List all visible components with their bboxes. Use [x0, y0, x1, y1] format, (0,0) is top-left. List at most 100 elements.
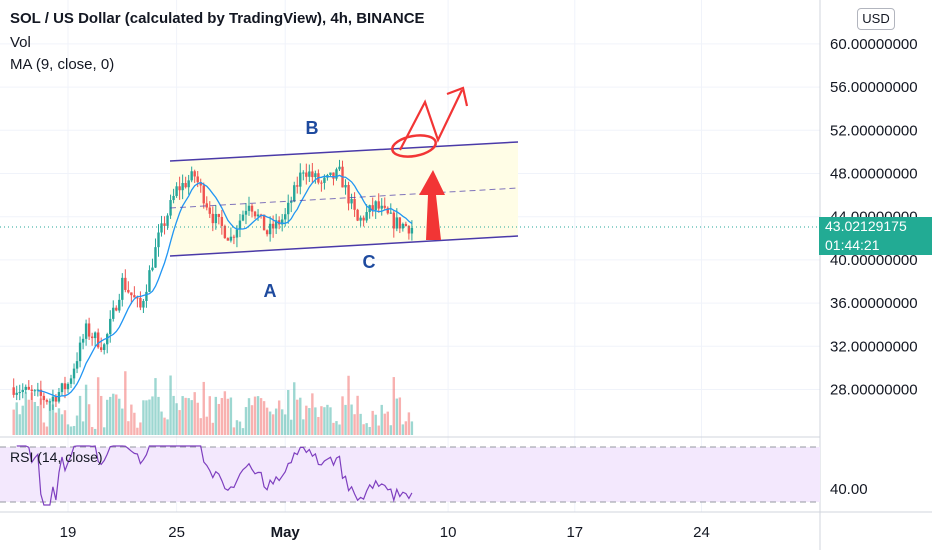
candle-body [154, 247, 157, 268]
price-tick: 56.00000000 [830, 79, 918, 96]
volume-bar [21, 405, 24, 435]
candle-body [362, 217, 365, 221]
candle-body [407, 225, 411, 234]
candle-body [157, 232, 160, 248]
volume-bar [338, 424, 341, 435]
rsi-tick: 40.00 [830, 481, 868, 498]
volume-bar [63, 410, 67, 435]
candle-body [226, 238, 230, 241]
volume-bar [42, 422, 46, 435]
volume-bar [139, 422, 142, 435]
candle-body [145, 291, 148, 301]
candle-body [21, 389, 24, 393]
candle-body [196, 176, 199, 183]
rsi-legend[interactable]: RSI (14, close) [10, 449, 103, 465]
volume-bar [18, 414, 21, 435]
volume-bar [199, 418, 202, 435]
candle-body [344, 184, 347, 188]
candle-body [118, 299, 121, 311]
candles[interactable] [12, 159, 414, 411]
candle-body [148, 270, 151, 292]
volume-bar [157, 396, 160, 435]
time-tick: 25 [168, 524, 185, 541]
candle-body [90, 336, 94, 339]
volume-bar [109, 396, 112, 435]
candle-body [323, 177, 326, 183]
candle-body [175, 186, 178, 196]
volume-bar [290, 419, 293, 435]
candle-body [103, 344, 106, 350]
candle-body [72, 368, 76, 379]
candle-body [51, 396, 55, 402]
volume-bar [190, 400, 193, 435]
volume-bar [145, 400, 148, 435]
candle-body [130, 292, 133, 296]
volume-legend[interactable]: Vol [10, 34, 31, 51]
volume-bar [374, 414, 377, 435]
price-tick: 36.00000000 [830, 295, 918, 312]
volume-bar [392, 377, 395, 435]
volume-bar [368, 426, 371, 435]
volume-bar [12, 409, 15, 435]
volume-bar [395, 398, 399, 435]
volume-bar [277, 400, 281, 435]
candle-body [338, 166, 341, 170]
candle-body [268, 223, 272, 235]
candle-body [284, 214, 287, 220]
candle-body [392, 212, 395, 229]
volume-bar [232, 427, 236, 435]
channel-median-line [169, 187, 519, 209]
volume-bar [51, 404, 55, 435]
volume-bar [187, 398, 190, 435]
volume-bar [30, 392, 33, 435]
candle-body [99, 347, 103, 350]
candle-body [115, 307, 118, 311]
candle-body [311, 171, 314, 178]
candle-body [347, 184, 350, 204]
volume-bars [12, 371, 414, 435]
volume-bar [362, 424, 365, 435]
volume-bar [323, 407, 326, 435]
volume-bar [154, 378, 157, 435]
volume-bar [347, 375, 350, 435]
candle-body [142, 300, 145, 308]
volume-bar [166, 419, 169, 435]
candle-body [299, 172, 302, 187]
candle-body [250, 205, 254, 212]
volume-bar [124, 371, 127, 435]
time-tick: 10 [440, 524, 457, 541]
volume-bar [217, 403, 221, 435]
candle-body [256, 214, 260, 217]
channel-upper-line [169, 141, 519, 162]
volume-bar [296, 399, 299, 435]
volume-bar [410, 421, 414, 435]
candle-body [27, 386, 30, 390]
volume-bar [401, 424, 405, 435]
candle-body [93, 332, 97, 339]
volume-bar [90, 427, 94, 435]
ma-legend[interactable]: MA (9, close, 0) [10, 56, 115, 73]
candle-body [271, 223, 275, 229]
candle-body [265, 230, 269, 235]
hand-drawings [391, 86, 469, 240]
volume-bar [72, 425, 76, 435]
candle-body [166, 215, 169, 226]
volume-bar [15, 402, 18, 435]
candle-body [133, 295, 136, 298]
price-tick: 48.00000000 [830, 166, 918, 183]
volume-bar [33, 401, 37, 435]
volume-bar [24, 392, 27, 435]
candle-body [78, 342, 82, 362]
axis-labels: 60.00000000 56.00000000 52.00000000 48.0000… [60, 36, 918, 541]
currency-button[interactable]: USD [857, 8, 895, 30]
volume-bar [244, 407, 248, 435]
candle-body [365, 212, 368, 221]
candle-body [217, 214, 221, 217]
time-tick: 24 [693, 524, 710, 541]
candle-body [335, 169, 338, 179]
candle-body [163, 223, 166, 226]
volume-bar [326, 404, 329, 435]
volume-bar [39, 398, 43, 435]
candle-body [253, 211, 257, 217]
